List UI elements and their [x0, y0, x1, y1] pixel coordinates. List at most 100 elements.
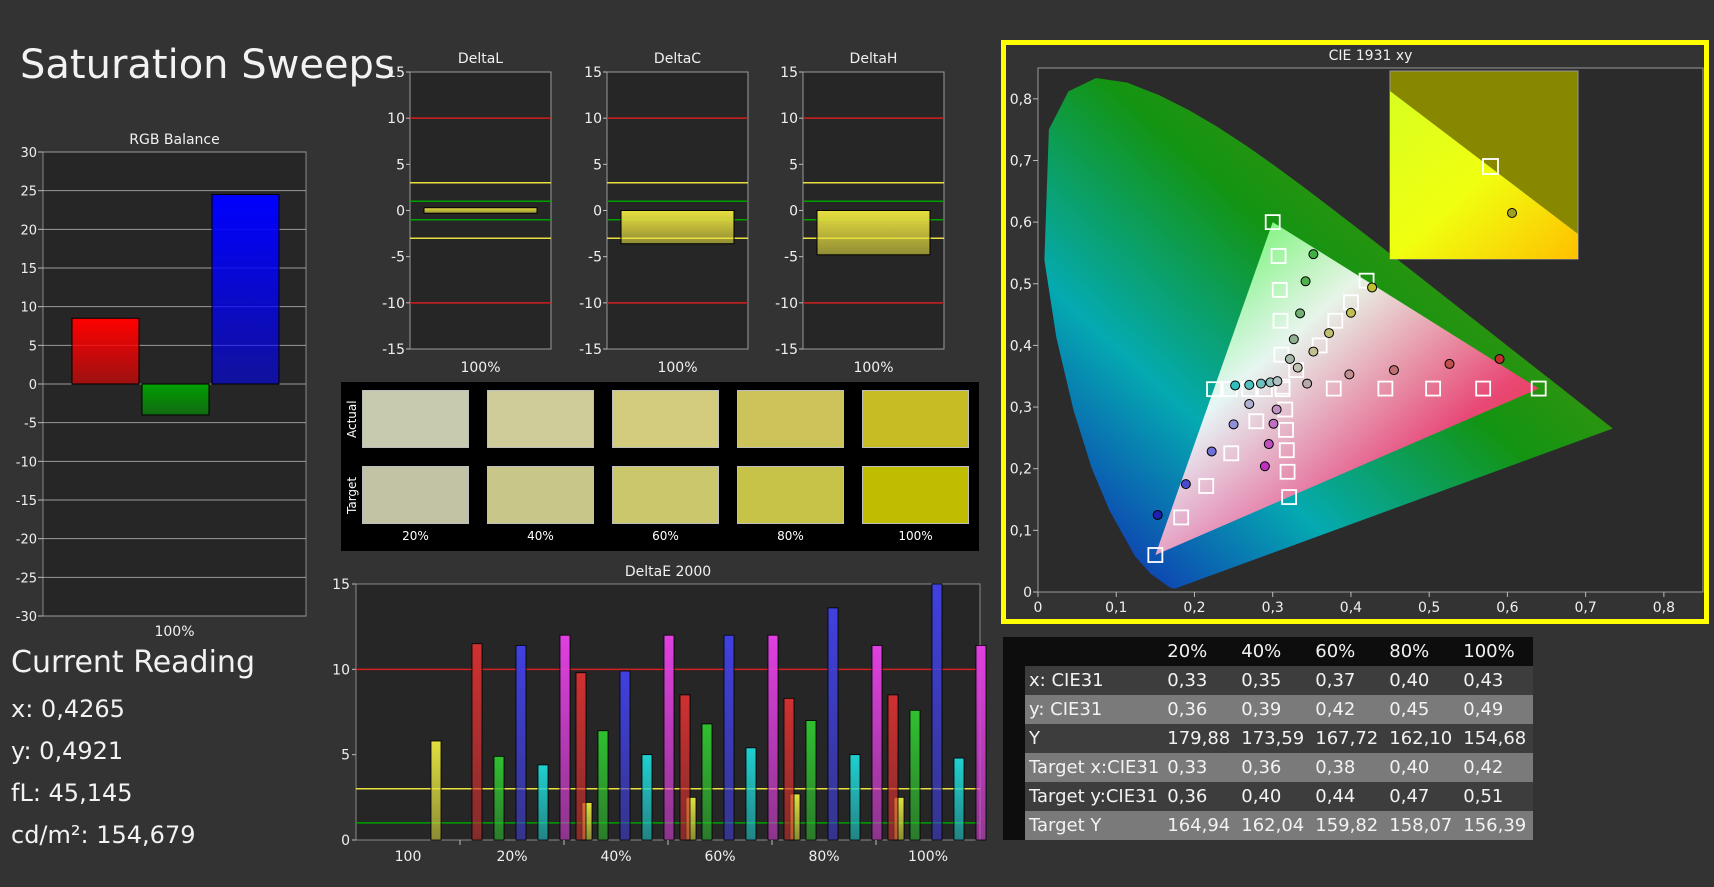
cie-chart-frame — [1001, 40, 1709, 624]
table-row-label: x: CIE31 — [1029, 670, 1104, 691]
table-cell: 0,47 — [1389, 786, 1430, 807]
y-tick-label: 5 — [29, 339, 37, 354]
y-tick-label: 10 — [20, 301, 37, 316]
table-cell: 0,33 — [1167, 757, 1208, 778]
table-row: y: CIE31 0,36 0,39 0,42 0,45 0,49 — [1003, 695, 1534, 724]
target-marker — [1274, 378, 1291, 395]
y-tick-label: -5 — [391, 250, 405, 266]
target-marker — [1264, 214, 1281, 231]
bar — [619, 670, 631, 841]
x-tick-label: 100% — [908, 849, 948, 865]
table-header-cell: 20% — [1167, 641, 1208, 662]
measured-point — [1300, 276, 1311, 287]
y-tick-label: 0 — [341, 833, 350, 849]
bar — [871, 645, 883, 841]
y-tick-label: 5 — [789, 157, 798, 173]
y-tick-label: -25 — [16, 571, 37, 586]
chart-title: DeltaC — [654, 51, 701, 67]
table-corner — [1003, 637, 1025, 666]
inset-gamut-region — [1390, 91, 1578, 259]
table-cell: 0,38 — [1315, 757, 1356, 778]
reading-cdm2: cd/m²: 154,679 — [11, 821, 196, 849]
cie-1931-chart: CIE 1931 xy 0 0,1 0,2 0,3 0,4 0,5 0,6 0,7 0,8 0 0,1… — [1010, 48, 1704, 616]
y-tick-label: -15 — [382, 342, 405, 358]
table-corner — [1003, 782, 1025, 811]
table-row: Target x:CIE31 0,33 0,36 0,38 0,40 0,42 — [1003, 753, 1534, 782]
bar — [953, 757, 965, 841]
y-tick-label: -5 — [24, 417, 37, 432]
measured-point — [1244, 398, 1255, 409]
y-tick-label: 15 — [780, 65, 798, 81]
target-marker — [1248, 413, 1265, 430]
target-swatch — [862, 466, 969, 524]
target-marker — [1475, 380, 1492, 397]
swatch-pct-label: 100% — [898, 529, 933, 543]
bar — [515, 645, 527, 841]
x-tick-label: 0,4 — [1340, 600, 1362, 616]
y-tick-label: 0,7 — [1010, 153, 1032, 169]
actual-swatch — [487, 390, 594, 448]
target-swatch — [487, 466, 594, 524]
measured-point — [1272, 376, 1283, 387]
table-cell: 156,39 — [1463, 815, 1527, 836]
target-marker — [1425, 380, 1441, 397]
y-tick-label: 15 — [332, 577, 350, 593]
target-marker — [1198, 478, 1215, 494]
target-marker — [1327, 312, 1344, 329]
target-marker — [1147, 547, 1164, 563]
measured-point — [1288, 334, 1299, 345]
measured-point — [1152, 509, 1163, 520]
y-tick-label: -10 — [775, 296, 798, 312]
target-marker — [1173, 509, 1190, 526]
measured-point — [1308, 249, 1319, 260]
x-tick-label: 0 — [1034, 600, 1043, 616]
bar — [931, 583, 943, 841]
table-cell: 0,51 — [1463, 786, 1504, 807]
x-tick-label: 0,8 — [1653, 600, 1675, 616]
rgb-balance-chart: 30 25 20 15 10 5 0 -5 -10 -15 -20 -25 -30 RGB Balance… — [16, 132, 307, 640]
target-swatch — [362, 466, 469, 524]
y-tick-label: 0 — [789, 204, 798, 220]
table-row-label: Target Y — [1029, 815, 1102, 836]
measured-point — [1268, 418, 1279, 429]
y-tick-label: 10 — [387, 111, 405, 127]
bar — [679, 694, 691, 841]
y-tick-label: -15 — [775, 342, 798, 358]
measured-point — [1206, 446, 1217, 457]
bar — [430, 740, 442, 841]
y-tick-label: 15 — [20, 262, 37, 277]
table-cell: 0,43 — [1463, 670, 1504, 691]
x-tick-label: 0,3 — [1262, 600, 1284, 616]
y-tick-label: -15 — [579, 342, 602, 358]
bar — [493, 755, 505, 841]
bar — [471, 643, 483, 841]
measured-point — [1292, 362, 1303, 373]
actual-swatch — [612, 390, 719, 448]
table-cell: 0,40 — [1389, 757, 1430, 778]
y-tick-label: 15 — [387, 65, 405, 81]
swatch-pct-label: 20% — [402, 529, 429, 543]
y-tick-label: -5 — [784, 250, 798, 266]
x-tick-label: 20% — [496, 849, 527, 865]
inset-target-marker — [1482, 158, 1499, 175]
x-tick-label: 40% — [600, 849, 631, 865]
table-cell: 154,68 — [1463, 728, 1527, 749]
target-row-label: Target — [345, 476, 359, 514]
target-marker — [1271, 282, 1288, 298]
y-tick-label: -10 — [382, 296, 405, 312]
delta-c-chart: DeltaC 15 10 5 0 -5 -10 -15 100% — [579, 51, 749, 373]
table-cell: 0,39 — [1241, 699, 1282, 720]
table-header-cell: 80% — [1389, 641, 1430, 662]
x-tick-label: 100% — [154, 624, 194, 640]
table-row-label: Target x:CIE31 — [1029, 757, 1160, 778]
measured-point — [1388, 365, 1399, 376]
target-marker — [1272, 312, 1289, 329]
page-title: Saturation Sweeps — [20, 42, 395, 88]
measured-point — [1259, 461, 1270, 472]
bar — [783, 697, 795, 841]
bar — [827, 607, 839, 841]
table-cell: 159,82 — [1315, 815, 1379, 836]
table-cell: 164,94 — [1167, 815, 1231, 836]
inset-measured-point — [1507, 208, 1517, 218]
table-cell: 0,40 — [1241, 786, 1282, 807]
